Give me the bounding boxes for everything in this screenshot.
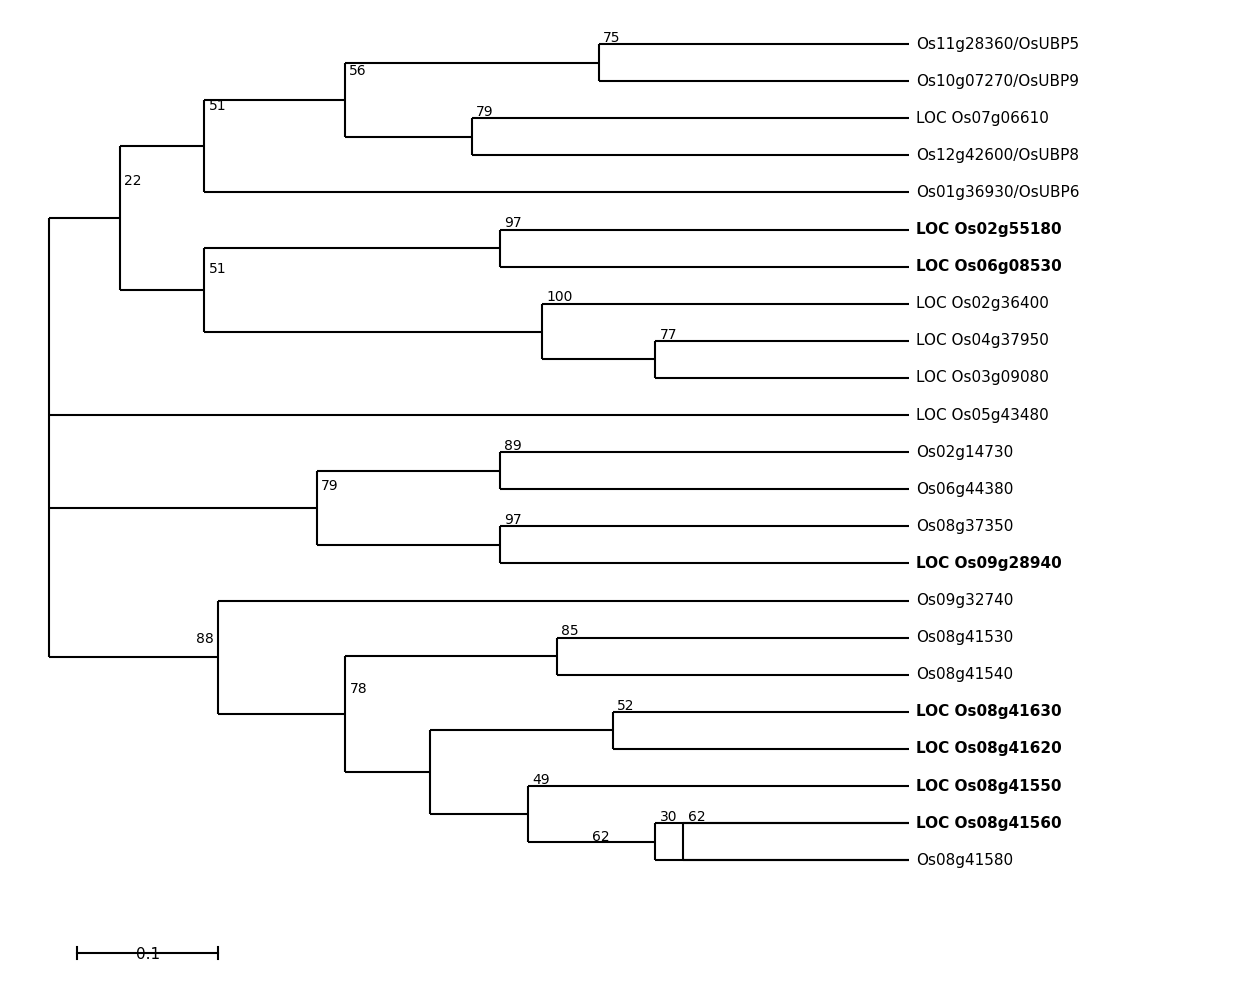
Text: 75: 75 [603,31,620,45]
Text: LOC Os08g41630: LOC Os08g41630 [916,704,1061,719]
Text: Os10g07270/OsUBP9: Os10g07270/OsUBP9 [916,74,1079,89]
Text: Os12g42600/OsUBP8: Os12g42600/OsUBP8 [916,148,1079,163]
Text: 88: 88 [196,632,215,646]
Text: 78: 78 [350,682,367,696]
Text: 62: 62 [688,810,706,824]
Text: LOC Os09g28940: LOC Os09g28940 [916,556,1061,571]
Text: Os01g36930/OsUBP6: Os01g36930/OsUBP6 [916,184,1080,200]
Text: LOC Os04g37950: LOC Os04g37950 [916,333,1049,348]
Text: 51: 51 [208,262,226,276]
Text: LOC Os08g41620: LOC Os08g41620 [916,742,1061,757]
Text: 0.1: 0.1 [136,947,160,962]
Text: 56: 56 [350,64,367,78]
Text: Os09g32740: Os09g32740 [916,593,1013,608]
Text: LOC Os05g43480: LOC Os05g43480 [916,408,1049,423]
Text: Os08g41530: Os08g41530 [916,630,1013,645]
Text: 52: 52 [618,699,635,713]
Text: 89: 89 [505,439,522,453]
Text: 85: 85 [560,624,578,638]
Text: 30: 30 [660,810,677,824]
Text: LOC Os08g41550: LOC Os08g41550 [916,779,1061,794]
Text: LOC Os02g36400: LOC Os02g36400 [916,296,1049,311]
Text: Os02g14730: Os02g14730 [916,445,1013,460]
Text: 97: 97 [505,513,522,527]
Text: Os06g44380: Os06g44380 [916,482,1013,497]
Text: LOC Os08g41560: LOC Os08g41560 [916,816,1061,831]
Text: Os08g41540: Os08g41540 [916,667,1013,682]
Text: LOC Os03g09080: LOC Os03g09080 [916,371,1049,386]
Text: Os08g41580: Os08g41580 [916,852,1013,867]
Text: LOC Os07g06610: LOC Os07g06610 [916,111,1049,126]
Text: 22: 22 [124,174,141,188]
Text: LOC Os02g55180: LOC Os02g55180 [916,222,1061,237]
Text: 97: 97 [505,216,522,230]
Text: 79: 79 [476,105,494,119]
Text: LOC Os06g08530: LOC Os06g08530 [916,259,1061,274]
Text: 79: 79 [321,479,339,493]
Text: Os08g37350: Os08g37350 [916,518,1013,533]
Text: 62: 62 [591,830,609,843]
Text: 49: 49 [533,773,551,787]
Text: 100: 100 [547,290,573,304]
Text: Os11g28360/OsUBP5: Os11g28360/OsUBP5 [916,37,1079,52]
Text: 77: 77 [660,328,677,342]
Text: 51: 51 [208,99,226,113]
